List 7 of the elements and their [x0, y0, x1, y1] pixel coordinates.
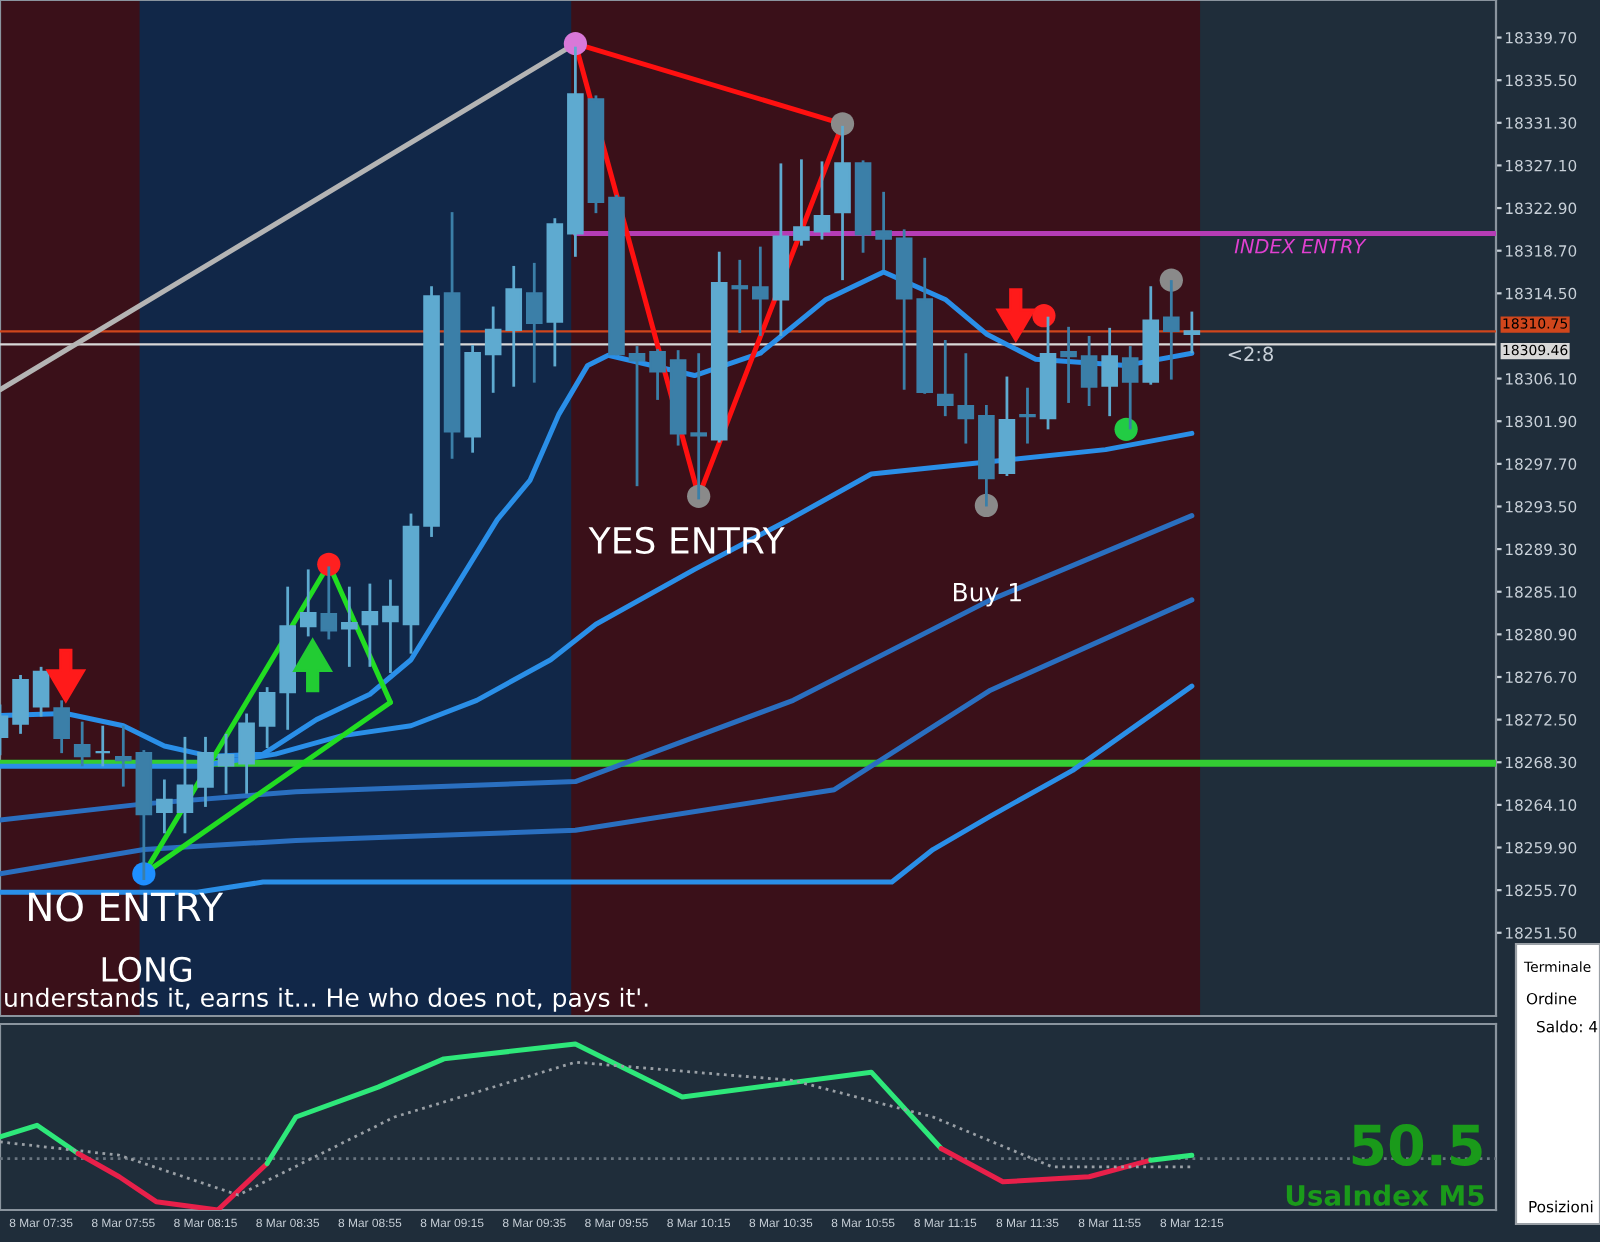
- annotation: INDEX ENTRY: [1234, 239, 1367, 254]
- annotation: UsaIndex M5: [1286, 1184, 1484, 1206]
- annotation: NO ENTRY: [29, 892, 224, 922]
- annotation: LONG: [102, 956, 192, 982]
- annotation: <2:8: [1228, 346, 1273, 362]
- annotation: 50.5: [1352, 1124, 1482, 1167]
- annotation: understands it, earns it... He who does not, pays it'.: [5, 987, 648, 1012]
